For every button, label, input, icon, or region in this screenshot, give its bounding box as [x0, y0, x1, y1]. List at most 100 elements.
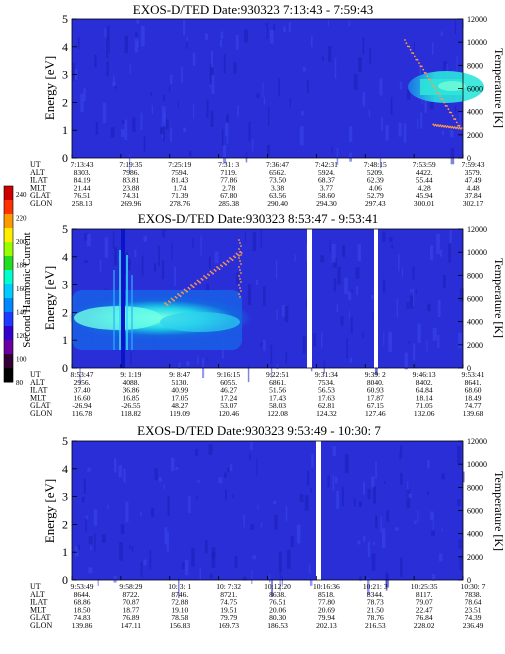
ephemeris-value: 60.93 — [367, 386, 384, 395]
ephemeris-value: 132.06 — [414, 409, 435, 418]
ephemeris-value: 302.17 — [463, 199, 484, 208]
ephemeris-value: 78.58 — [171, 613, 188, 622]
ephemeris-value: 156.83 — [169, 621, 190, 630]
panel-3: EXOS-D/TED Date:930323 9:53:49 - 10:30: … — [30, 423, 505, 630]
ephemeris-value: 169.73 — [218, 621, 239, 630]
ephemeris-value: 2956. — [74, 378, 91, 387]
ephemeris-value: 62.81 — [318, 401, 335, 410]
ephemeris-value: 4.48 — [466, 183, 479, 192]
energy-tick-label: 5 — [62, 12, 68, 26]
ephemeris-value: 77.80 — [318, 598, 335, 607]
ephemeris-value: 17.87 — [367, 393, 384, 402]
energy-tick-label: 4 — [62, 462, 68, 476]
ephemeris-value: 7:53:59 — [413, 160, 436, 169]
ephemeris-value: 21.50 — [367, 605, 384, 614]
ephemeris-value: 71.05 — [416, 401, 433, 410]
ephemeris-value: 8722. — [122, 590, 139, 599]
ephemeris-row-label: UT — [30, 160, 41, 169]
ephemeris-value: 77.86 — [220, 176, 237, 185]
colorbar-label: Second Harmonic Current — [21, 232, 33, 347]
ephemeris-value: 23.51 — [465, 605, 482, 614]
ephemeris-value: 8641. — [465, 378, 482, 387]
ephemeris-value: 7:36:47 — [266, 160, 289, 169]
ephemeris-value: 83.81 — [122, 176, 139, 185]
ephemeris-value: 120.46 — [218, 409, 239, 418]
ephemeris-value: 79.79 — [220, 613, 237, 622]
temperature-tick-label: 8000 — [467, 483, 483, 492]
ephemeris-value: 10:12:20 — [264, 582, 291, 591]
ephemeris-row-label: GLAT — [30, 191, 51, 200]
temperature-tick-label: 0 — [467, 364, 471, 373]
ephemeris-value: 8638. — [269, 590, 286, 599]
energy-tick-label: 0 — [62, 361, 68, 375]
ephemeris-value: 23.88 — [122, 183, 139, 192]
temperature-tick-label: 12000 — [467, 437, 487, 446]
ephemeris-value: 76.51 — [74, 191, 91, 200]
ephemeris-value: 6861. — [269, 378, 286, 387]
panel-1: EXOS-D/TED Date:930323 7:13:43 - 7:59:43… — [30, 2, 505, 208]
panel-3-heatmap — [71, 440, 465, 598]
panel-2-heatmap — [68, 228, 464, 385]
ephemeris-value: 5924. — [318, 168, 335, 177]
ephemeris-row-label: GLAT — [30, 401, 51, 410]
energy-tick-label: 0 — [62, 151, 68, 165]
energy-tick-label: 4 — [62, 40, 68, 54]
ephemeris-value: 6055. — [220, 378, 237, 387]
temperature-tick-label: 10000 — [467, 248, 487, 257]
ephemeris-value: 7594. — [171, 168, 188, 177]
ephemeris-value: 79.07 — [416, 598, 433, 607]
energy-tick-label: 2 — [62, 517, 68, 531]
energy-tick-label: 1 — [62, 545, 68, 559]
panel-3-ylabel-right: Temperature [K] — [492, 471, 505, 551]
temperature-tick-label: 0 — [467, 576, 471, 585]
ephemeris-row-label: MLT — [30, 393, 46, 402]
ephemeris-row-label: GLON — [30, 199, 52, 208]
ephemeris-value: 63.56 — [269, 191, 286, 200]
ephemeris-value: 72.88 — [171, 598, 188, 607]
panel-1-ylabel-right: Temperature [K] — [492, 48, 505, 128]
ephemeris-value: 7:25:19 — [168, 160, 191, 169]
ephemeris-row-label: ALT — [30, 590, 45, 599]
ephemeris-value: 17.24 — [220, 393, 237, 402]
temperature-tick-label: 4000 — [467, 530, 483, 539]
energy-tick-label: 1 — [62, 333, 68, 347]
energy-tick-label: 5 — [62, 434, 68, 448]
ephemeris-value: 9:31:34 — [315, 370, 338, 379]
ephemeris-value: 74.75 — [220, 598, 237, 607]
ephemeris-value: 139.68 — [463, 409, 484, 418]
ephemeris-value: 290.40 — [267, 199, 288, 208]
ephemeris-value: 16.60 — [74, 393, 91, 402]
ephemeris-value: 68.37 — [318, 176, 335, 185]
energy-tick-label: 1 — [62, 123, 68, 137]
ephemeris-value: 10: 7:32 — [216, 582, 241, 591]
ephemeris-value: 297.43 — [365, 199, 386, 208]
ephemeris-value: 58.03 — [269, 401, 286, 410]
temperature-tick-label: 10000 — [467, 38, 487, 47]
ephemeris-value: 5209. — [367, 168, 384, 177]
ephemeris-value: 9:39: 2 — [365, 370, 386, 379]
colorbar-tick-label: 180 — [16, 262, 27, 270]
ephemeris-value: 9: 8:47 — [169, 370, 190, 379]
energy-tick-label: 3 — [62, 278, 68, 292]
panel-2-ylabel: Energy [eV] — [42, 266, 57, 330]
energy-tick-label: 3 — [62, 490, 68, 504]
ephemeris-value: 56.53 — [318, 386, 335, 395]
ephemeris-value: 64.84 — [416, 386, 433, 395]
ephemeris-value: 10:21: 3 — [363, 582, 388, 591]
temperature-tick-label: 4000 — [467, 108, 483, 117]
ephemeris-value: 8:53:47 — [71, 370, 94, 379]
temperature-tick-label: 8000 — [467, 271, 483, 280]
ephemeris-value: 8402. — [416, 378, 433, 387]
ephemeris-value: 139.86 — [72, 621, 93, 630]
ephemeris-value: 18.14 — [416, 393, 433, 402]
panel-1-heatmap — [71, 18, 484, 173]
ephemeris-value: 6562. — [269, 168, 286, 177]
colorbar: 240 220 200 180 160 140 120 100 80 Second Harmon… — [3, 185, 33, 387]
energy-tick-label: 2 — [62, 305, 68, 319]
ephemeris-row-label: UT — [30, 582, 41, 591]
ephemeris-value: 9:53:49 — [71, 582, 94, 591]
energy-tick-label: 4 — [62, 250, 68, 264]
ephemeris-value: -26.55 — [121, 401, 141, 410]
ephemeris-value: 124.32 — [316, 409, 337, 418]
